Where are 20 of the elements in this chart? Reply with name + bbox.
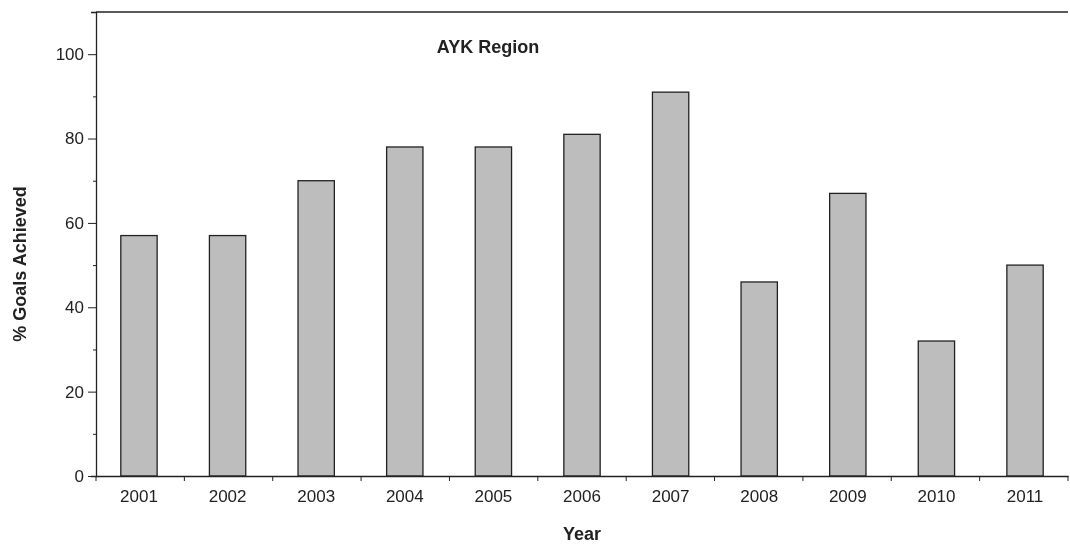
x-tick-label: 2001 — [120, 487, 158, 507]
text: AYK Region — [436, 37, 540, 57]
x-tick-label: 2010 — [917, 487, 956, 507]
y-tick-label: 80 — [65, 129, 84, 149]
x-tick-label: 2005 — [474, 487, 513, 507]
y-tick-label: 20 — [65, 382, 84, 402]
x-axis-title: Year — [562, 524, 602, 544]
y-tick-label: 60 — [65, 213, 84, 233]
x-tick-label: 2002 — [208, 487, 247, 507]
x-tick-label: 2006 — [563, 487, 601, 507]
y-tick-label: 40 — [65, 298, 84, 318]
x-tick-label: 2007 — [651, 487, 690, 507]
x-tick-label: 2011 — [1006, 487, 1044, 507]
x-tick-label: 2009 — [828, 487, 867, 507]
y-tick-label: 100 — [55, 45, 84, 65]
y-axis-title: % Goals Achieved — [10, 186, 30, 342]
x-tick-label: 2003 — [297, 487, 336, 507]
x-tick-label: 2004 — [385, 487, 424, 507]
x-tick-label: 2008 — [740, 487, 779, 507]
y-tick-label: 0 — [74, 466, 84, 486]
